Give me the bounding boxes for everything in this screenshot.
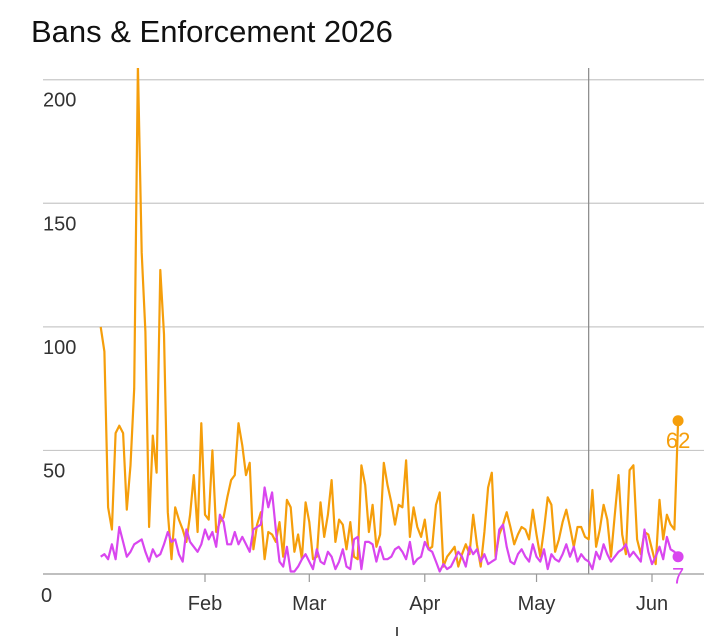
- end-point-marker[interactable]: [672, 551, 684, 563]
- x-tick-label: May: [518, 593, 556, 615]
- x-tick-label: Apr: [409, 593, 440, 615]
- x-axis: [43, 573, 704, 636]
- x-axis-ticks: Feb Mar Apr May Jun: [188, 574, 668, 615]
- y-tick-label: 200: [43, 90, 76, 112]
- y-axis-ticks: 0 50 100 150 200: [41, 90, 76, 607]
- y-tick-label: 150: [43, 213, 76, 235]
- x-tick-label: Mar: [292, 593, 327, 615]
- x-tick-label: Jun: [636, 593, 668, 615]
- gridlines: [43, 68, 704, 574]
- x-tick-label: Feb: [188, 593, 222, 615]
- y-tick-label: 50: [43, 460, 65, 482]
- y-tick-label: 0: [41, 585, 52, 607]
- chart-title: Bans & Enforcement 2026: [31, 14, 393, 49]
- series-line-0: [99, 68, 680, 568]
- y-tick-label: 100: [43, 337, 76, 359]
- end-markers: 62 7: [666, 415, 690, 589]
- end-value-label: 62: [666, 428, 690, 453]
- end-value-label: 7: [672, 564, 684, 589]
- series-lines: [99, 68, 680, 573]
- series-line-1: [100, 486, 679, 573]
- end-point-marker[interactable]: [672, 415, 684, 427]
